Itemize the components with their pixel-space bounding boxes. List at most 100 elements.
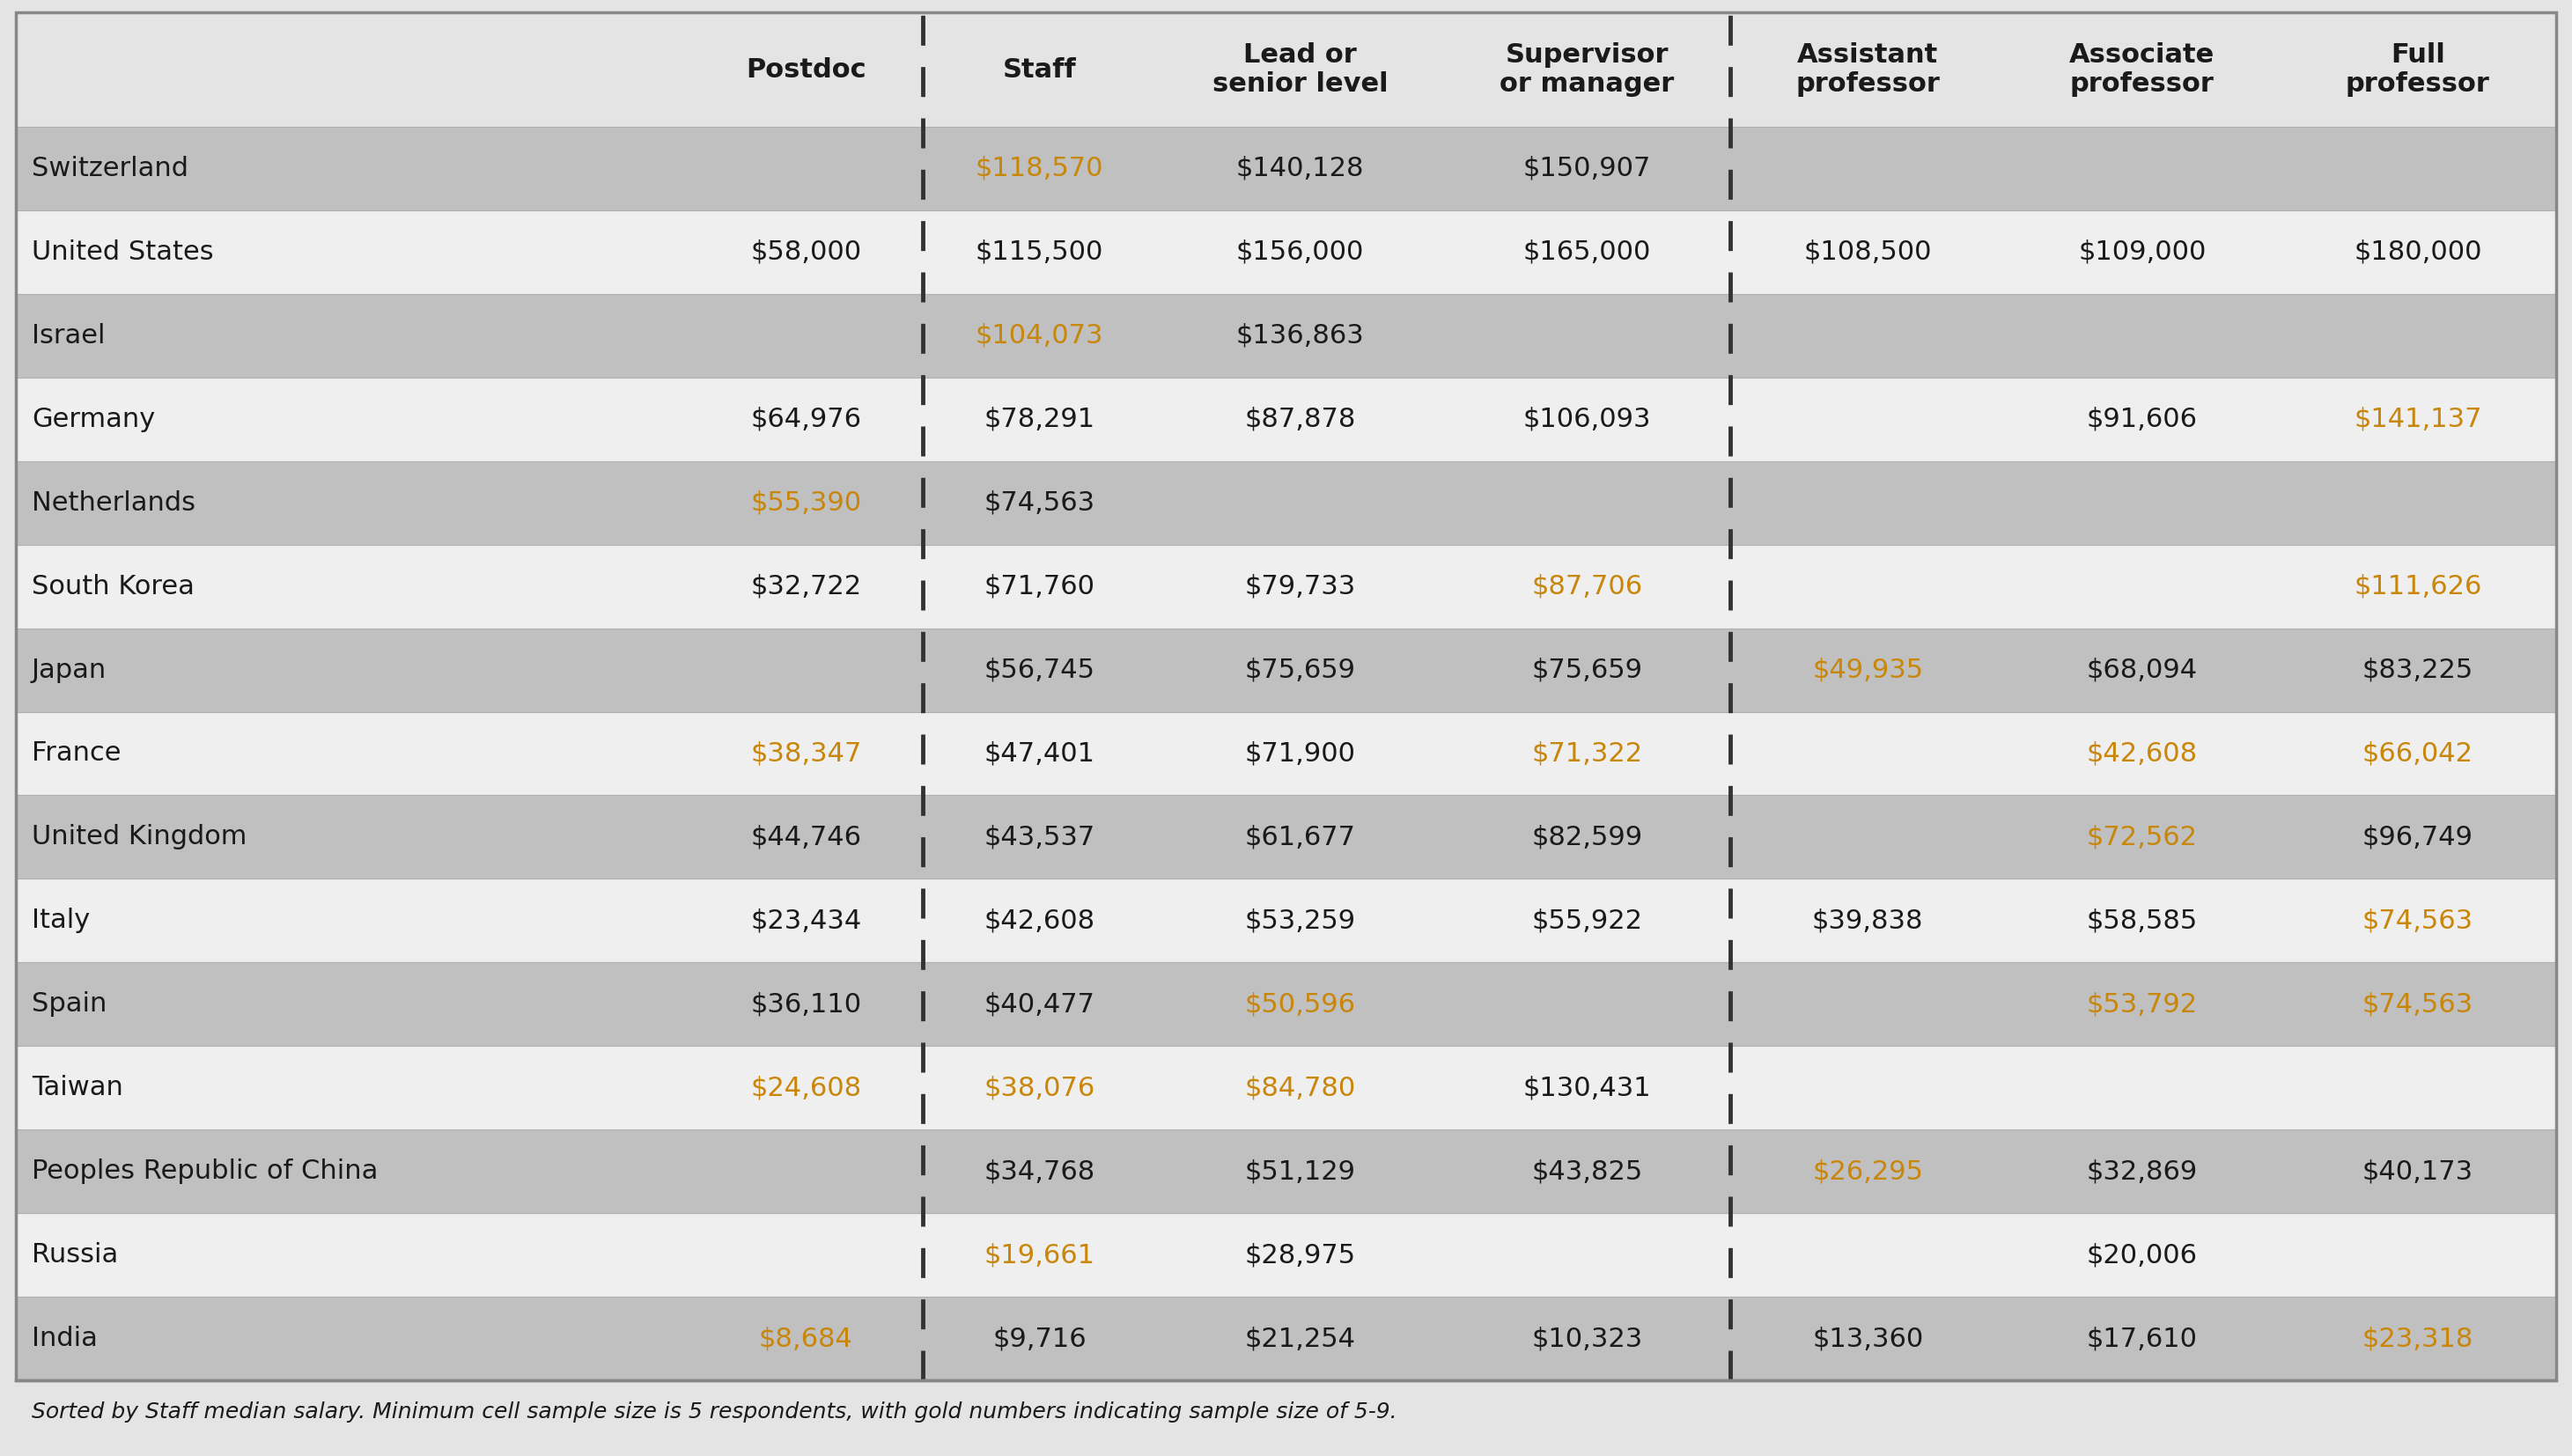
Text: Full
professor: Full professor — [2346, 42, 2490, 98]
Text: $38,076: $38,076 — [985, 1075, 1096, 1101]
Text: $115,500: $115,500 — [975, 239, 1103, 265]
Text: United States: United States — [31, 239, 213, 265]
Text: $58,585: $58,585 — [2086, 909, 2196, 933]
Text: $56,745: $56,745 — [985, 657, 1096, 683]
Text: $23,318: $23,318 — [2361, 1326, 2474, 1351]
Text: $74,563: $74,563 — [2361, 992, 2474, 1016]
Text: Italy: Italy — [31, 909, 90, 933]
Text: Lead or
senior level: Lead or senior level — [1211, 42, 1389, 98]
Text: $49,935: $49,935 — [1813, 657, 1924, 683]
Text: Spain: Spain — [31, 992, 108, 1016]
Text: $74,563: $74,563 — [2361, 909, 2474, 933]
Text: Russia: Russia — [31, 1242, 118, 1268]
Text: $9,716: $9,716 — [993, 1326, 1085, 1351]
Text: $91,606: $91,606 — [2086, 406, 2196, 432]
Text: $180,000: $180,000 — [2353, 239, 2482, 265]
Text: $130,431: $130,431 — [1523, 1075, 1651, 1101]
Text: $141,137: $141,137 — [2353, 406, 2482, 432]
Text: $79,733: $79,733 — [1245, 574, 1355, 600]
Bar — [15, 712, 2557, 795]
Bar — [15, 628, 2557, 712]
Bar — [15, 545, 2557, 628]
Text: France: France — [31, 741, 121, 766]
Bar — [15, 294, 2557, 377]
Text: $10,323: $10,323 — [1530, 1326, 1644, 1351]
Text: Supervisor
or manager: Supervisor or manager — [1499, 42, 1674, 98]
Text: $51,129: $51,129 — [1245, 1159, 1355, 1184]
Text: $61,677: $61,677 — [1245, 824, 1355, 850]
Text: $84,780: $84,780 — [1245, 1075, 1355, 1101]
Text: $39,838: $39,838 — [1813, 909, 1924, 933]
Text: $53,259: $53,259 — [1245, 909, 1355, 933]
Text: $13,360: $13,360 — [1813, 1326, 1924, 1351]
Bar — [15, 127, 2557, 210]
Text: $24,608: $24,608 — [751, 1075, 862, 1101]
Text: $82,599: $82,599 — [1530, 824, 1644, 850]
Text: Germany: Germany — [31, 406, 154, 432]
Text: $40,173: $40,173 — [2361, 1159, 2474, 1184]
Text: $71,760: $71,760 — [985, 574, 1096, 600]
Text: $111,626: $111,626 — [2353, 574, 2482, 600]
Bar — [15, 879, 2557, 962]
Text: $108,500: $108,500 — [1803, 239, 1932, 265]
Text: $20,006: $20,006 — [2086, 1242, 2196, 1268]
Text: United Kingdom: United Kingdom — [31, 824, 247, 850]
Text: $75,659: $75,659 — [1530, 657, 1644, 683]
Bar — [15, 12, 2557, 127]
Text: $87,706: $87,706 — [1530, 574, 1644, 600]
Text: $150,907: $150,907 — [1523, 156, 1651, 182]
Bar — [15, 462, 2557, 545]
Text: $74,563: $74,563 — [985, 491, 1096, 515]
Text: $58,000: $58,000 — [751, 239, 862, 265]
Text: $38,347: $38,347 — [751, 741, 862, 766]
Text: Taiwan: Taiwan — [31, 1075, 123, 1101]
Text: $55,922: $55,922 — [1530, 909, 1644, 933]
Text: $42,608: $42,608 — [2086, 741, 2196, 766]
Text: $71,900: $71,900 — [1245, 741, 1355, 766]
Text: $43,825: $43,825 — [1530, 1159, 1644, 1184]
Text: $87,878: $87,878 — [1245, 406, 1355, 432]
Text: $71,322: $71,322 — [1530, 741, 1644, 766]
Text: $44,746: $44,746 — [751, 824, 862, 850]
Text: $140,128: $140,128 — [1237, 156, 1363, 182]
Text: Staff: Staff — [1003, 57, 1078, 83]
Text: $36,110: $36,110 — [751, 992, 862, 1016]
Bar — [15, 210, 2557, 294]
Text: $50,596: $50,596 — [1245, 992, 1355, 1016]
Bar — [15, 795, 2557, 879]
Text: $136,863: $136,863 — [1235, 323, 1363, 348]
Text: $64,976: $64,976 — [751, 406, 862, 432]
Text: $53,792: $53,792 — [2086, 992, 2196, 1016]
Bar — [15, 1380, 2557, 1444]
Text: $19,661: $19,661 — [985, 1242, 1096, 1268]
Text: $106,093: $106,093 — [1523, 406, 1651, 432]
Bar — [15, 1213, 2557, 1297]
Text: $32,722: $32,722 — [751, 574, 862, 600]
Bar — [15, 1297, 2557, 1380]
Text: India: India — [31, 1326, 98, 1351]
Text: Switzerland: Switzerland — [31, 156, 188, 182]
Text: $47,401: $47,401 — [985, 741, 1096, 766]
Text: $156,000: $156,000 — [1237, 239, 1363, 265]
Text: $21,254: $21,254 — [1245, 1326, 1355, 1351]
Text: $32,869: $32,869 — [2086, 1159, 2196, 1184]
Text: Israel: Israel — [31, 323, 105, 348]
Text: $55,390: $55,390 — [751, 491, 862, 515]
Text: $75,659: $75,659 — [1245, 657, 1355, 683]
Text: $26,295: $26,295 — [1813, 1159, 1924, 1184]
Text: $43,537: $43,537 — [985, 824, 1096, 850]
Text: Associate
professor: Associate professor — [2070, 42, 2214, 98]
Text: Netherlands: Netherlands — [31, 491, 195, 515]
Text: $78,291: $78,291 — [985, 406, 1096, 432]
Text: $8,684: $8,684 — [759, 1326, 854, 1351]
Bar — [15, 962, 2557, 1045]
Text: $104,073: $104,073 — [975, 323, 1103, 348]
Text: $23,434: $23,434 — [751, 909, 862, 933]
Text: Assistant
professor: Assistant professor — [1795, 42, 1939, 98]
Text: $40,477: $40,477 — [985, 992, 1096, 1016]
Bar — [15, 1045, 2557, 1130]
Text: $28,975: $28,975 — [1245, 1242, 1355, 1268]
Text: $68,094: $68,094 — [2086, 657, 2196, 683]
Text: $96,749: $96,749 — [2361, 824, 2474, 850]
Text: $83,225: $83,225 — [2361, 657, 2474, 683]
